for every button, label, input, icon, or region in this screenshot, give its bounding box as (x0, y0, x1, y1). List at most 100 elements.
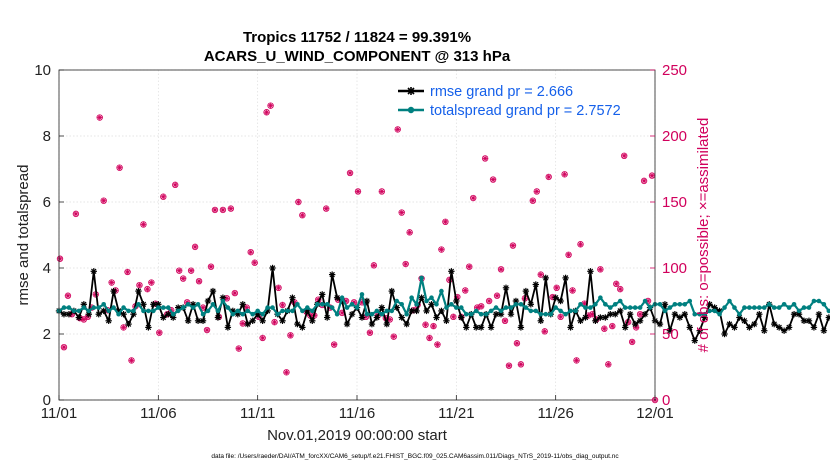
rmse-point (358, 314, 366, 321)
obs-point (60, 344, 68, 351)
obs-point (513, 340, 521, 347)
rmse-point (448, 268, 455, 275)
rmse-point (527, 301, 535, 308)
rmse-point (145, 324, 152, 331)
obs-point (422, 321, 429, 328)
rmse-point (517, 324, 525, 331)
x-tick-label-2: 11/11 (240, 405, 275, 422)
obs-possible-marker (275, 284, 282, 291)
obs-assimilated-marker (200, 305, 206, 311)
obs-possible-marker (529, 197, 537, 204)
totalspread-point (692, 311, 698, 317)
totalspread-point (543, 311, 549, 317)
totalspread-point (697, 311, 702, 317)
totalspread-point (449, 302, 454, 307)
totalspread-point (622, 305, 628, 310)
totalspread-point (657, 302, 663, 307)
x-tick-label-5: 11/26 (537, 405, 573, 422)
totalspread-point (548, 311, 553, 317)
obs-assimilated-marker (506, 363, 512, 369)
obs-count-series (56, 102, 659, 404)
totalspread-point (305, 305, 310, 310)
obs-point (299, 211, 306, 219)
obs-assimilated-marker (470, 195, 476, 201)
obs-possible-marker (402, 260, 409, 268)
rmse-point (209, 287, 217, 295)
totalspread-point (354, 305, 360, 310)
obs-possible-marker (573, 357, 580, 364)
obs-possible-marker (509, 242, 517, 249)
obs-assimilated-marker (546, 174, 552, 180)
obs-assimilated-marker (61, 344, 67, 350)
data-file-footnote: data file: /Users/raeder/DAI/ATM_forcXX/… (211, 453, 619, 460)
obs-possible-marker (489, 176, 497, 183)
totalspread-point (66, 305, 72, 310)
totalspread-point (349, 302, 355, 307)
x-tick-label-4: 11/21 (438, 405, 474, 422)
totalspread-point (369, 311, 375, 317)
obs-assimilated-marker (443, 219, 448, 225)
obs-possible-marker (517, 361, 525, 368)
totalspread-point (324, 302, 330, 307)
obs-point (628, 338, 636, 346)
obs-point (96, 114, 103, 121)
rmse-point (622, 324, 629, 331)
chart-subtitle: ACARS_U_WIND_COMPONENT @ 313 hPa (204, 48, 511, 65)
y2-tick-label-1: 50 (662, 326, 679, 343)
obs-possible-marker (394, 126, 401, 133)
totalspread-point (598, 295, 603, 301)
obs-possible-marker (116, 164, 123, 171)
totalspread-point (434, 302, 439, 307)
totalspread-point (339, 295, 345, 301)
legend-box (392, 80, 650, 118)
obs-possible-marker (330, 341, 338, 348)
obs-possible-marker (553, 284, 560, 291)
obs-possible-marker (203, 326, 211, 334)
obs-possible-marker (96, 114, 103, 121)
rmse-point (587, 268, 594, 275)
obs-assimilated-marker (141, 222, 146, 227)
totalspread-point (488, 308, 494, 314)
totalspread-point (627, 305, 633, 310)
totalspread-point (752, 305, 757, 310)
obs-possible-marker (128, 357, 135, 364)
x-tick-label-0: 11/01 (41, 405, 77, 422)
totalspread-point (454, 305, 459, 310)
totalspread-point (677, 302, 683, 307)
obs-point (287, 332, 294, 339)
obs-possible-marker (100, 197, 107, 204)
rmse-point (403, 320, 410, 328)
rmse-point (75, 314, 83, 321)
totalspread-point (240, 311, 246, 317)
obs-possible-marker (485, 297, 493, 305)
obs-possible-marker (160, 193, 167, 200)
obs-possible-marker (295, 198, 302, 206)
totalspread-point (384, 308, 390, 314)
obs-point (354, 188, 362, 195)
obs-possible-marker (493, 292, 501, 299)
totalspread-point (285, 308, 290, 314)
obs-point (366, 329, 374, 336)
totalspread-point (498, 308, 504, 314)
obs-point (136, 281, 143, 289)
totalspread-point (300, 308, 305, 314)
obs-possible-marker (422, 321, 429, 328)
obs-assimilated-marker (196, 278, 202, 284)
rmse-point (383, 320, 390, 328)
obs-possible-marker (390, 333, 397, 340)
rmse-point (244, 320, 251, 328)
obs-possible-marker (561, 171, 568, 178)
rmse-point (810, 324, 818, 331)
obs-point (203, 326, 211, 334)
rmse-point (721, 330, 728, 338)
totalspread-point (473, 308, 479, 314)
y2-tick-label-2: 100 (662, 260, 687, 277)
totalspread-point (801, 305, 807, 310)
obs-assimilated-marker (637, 311, 643, 317)
obs-point (378, 188, 386, 195)
obs-assimilated-marker (574, 357, 579, 363)
obs-point (279, 301, 286, 309)
totalspread-point (389, 308, 395, 314)
obs-point (346, 169, 354, 177)
